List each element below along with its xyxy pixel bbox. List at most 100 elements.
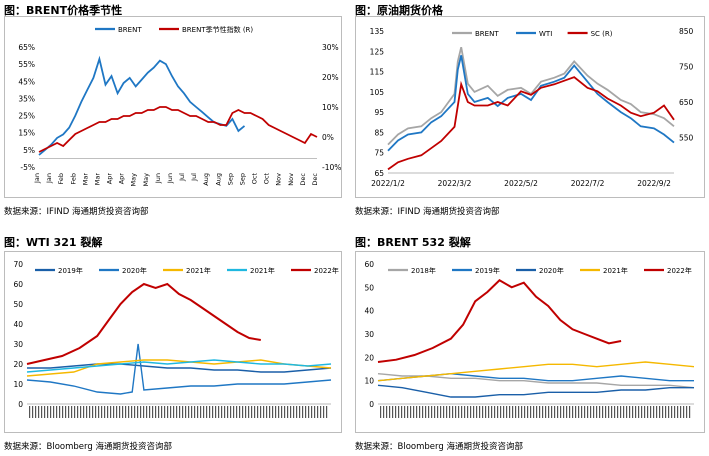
y-left-tick: 55% (18, 60, 35, 69)
x-tick: Sep (238, 173, 246, 185)
y-left-tick: 5% (23, 146, 35, 155)
y-left-tick: 45% (18, 77, 35, 86)
x-tick: Nov (287, 173, 295, 186)
x-tick: Nov (275, 173, 283, 186)
x-tick: 2022/7/2 (571, 179, 605, 188)
panel-1-source: 数据来源：IFIND 海通期货投资咨询部 (4, 207, 149, 217)
y-right-tick: 650 (679, 98, 694, 107)
series-line (26, 359, 332, 373)
x-tick: Sep (226, 173, 234, 185)
x-tick: Oct (251, 173, 259, 185)
series-line (377, 372, 694, 382)
y-tick: 10 (364, 377, 374, 386)
series-line (26, 282, 261, 365)
brent-532-crack-chart: 60 50 40 30 20 10 0 2018年 2019年 2020年 2021年 2022年 (364, 260, 695, 418)
legend-label: 2022年 (314, 266, 339, 275)
y-left-tick: 15% (18, 129, 35, 138)
y-right-tick: 0% (322, 133, 334, 142)
y-right-tick: -10% (322, 163, 341, 172)
x-tick: May (142, 173, 150, 187)
y-right-tick: 20% (322, 73, 339, 82)
panel-1-title: 图：BRENT价格季节性 (4, 4, 123, 17)
x-tick: Apr (106, 173, 114, 185)
y-tick: 30 (13, 340, 23, 349)
y-tick: 0 (369, 400, 374, 409)
y-tick: 40 (13, 320, 23, 329)
legend-label: BRENT (118, 26, 142, 34)
series-line (377, 361, 695, 382)
x-tick: Feb (57, 173, 65, 185)
y-tick: 60 (364, 260, 374, 269)
x-tick: Oct (263, 173, 271, 185)
y-tick: 10 (13, 380, 23, 389)
legend-label: 2021年 (603, 266, 628, 275)
y-right-tick: 850 (679, 27, 694, 36)
legend-label: WTI (539, 30, 552, 38)
legend-label: BRENT季节性指数 (R) (182, 25, 253, 34)
y-left-tick: 115 (370, 68, 385, 77)
y-tick: 20 (364, 353, 374, 362)
y-left-tick: 125 (370, 47, 385, 56)
y-left-tick: 65% (18, 43, 35, 52)
legend-label: SC (R) (591, 30, 613, 38)
series-line (387, 46, 675, 146)
y-left-tick: 135 (370, 27, 385, 36)
series-line (26, 343, 332, 395)
x-tick: 2022/1/2 (371, 179, 405, 188)
x-tick: 2022/3/2 (438, 179, 472, 188)
series-line (27, 363, 332, 373)
y-left-tick: 35% (18, 94, 35, 103)
panel-3-source: 数据来源：Bloomberg 海通期货投资咨询部 (4, 442, 172, 452)
x-tick-band (29, 406, 329, 418)
series-line (38, 106, 318, 153)
brent-seasonality-chart: 65% 55% 45% 35% 25% 15% 5% -5% 30% 20% 10% 0% -10% Ja… (18, 25, 341, 187)
series-line (38, 55, 246, 156)
panel-4-title: 图：BRENT 532 裂解 (355, 236, 471, 249)
x-tick: Aug (214, 173, 222, 186)
y-left-tick: 25% (18, 112, 35, 121)
y-left-tick: 75 (374, 149, 384, 158)
y-tick: 60 (13, 280, 23, 289)
legend-label: 2021年 (250, 266, 275, 275)
legend-label: 2019年 (58, 266, 83, 275)
x-tick: Jul (190, 173, 198, 182)
x-tick: Dec (299, 173, 307, 186)
legend-label: 2022年 (667, 266, 692, 275)
x-tick: Mar (93, 173, 101, 186)
panel-4-frame: 60 50 40 30 20 10 0 2018年 2019年 2020年 2021年 2022年 (355, 251, 705, 433)
x-tick: 2022/9/2 (637, 179, 671, 188)
panel-2-title: 图：原油期货价格 (355, 4, 443, 17)
y-tick: 30 (364, 330, 374, 339)
series-line (377, 373, 695, 389)
y-tick: 50 (364, 283, 374, 292)
x-tick-band (380, 406, 692, 418)
panel-4-source: 数据来源：Bloomberg 海通期货投资咨询部 (355, 442, 523, 452)
y-right-tick: 750 (679, 63, 694, 72)
y-tick: 50 (13, 300, 23, 309)
y-tick: 20 (13, 360, 23, 369)
series-line (377, 279, 622, 363)
x-tick: 2022/5/2 (504, 179, 538, 188)
x-tick: May (130, 173, 138, 187)
series-line (387, 55, 675, 152)
legend-label: 2020年 (539, 266, 564, 275)
panel-3-title: 图：WTI 321 裂解 (4, 236, 103, 249)
series-line (377, 384, 694, 398)
legend-label: 2019年 (475, 266, 500, 275)
x-tick: Jan (33, 173, 41, 184)
y-left-tick: 85 (374, 128, 384, 137)
x-tick: Jun (166, 173, 174, 184)
x-tick: Aug (202, 173, 210, 186)
y-left-tick: -5% (20, 163, 35, 172)
panel-1-frame: 65% 55% 45% 35% 25% 15% 5% -5% 30% 20% 10% 0% -10% Ja… (4, 16, 342, 198)
y-left-tick: 105 (370, 88, 385, 97)
legend-label: 2020年 (122, 266, 147, 275)
crude-futures-chart: 135 125 115 105 95 85 75 65 850 750 650 550 2022/1/2… (370, 27, 694, 188)
panel-3-frame: 70 60 50 40 30 20 10 0 2019年 2020年 2021年 2021年 2022年 (4, 251, 342, 433)
legend-label: BRENT (475, 30, 499, 38)
x-tick: Apr (118, 173, 126, 185)
legend-label: 2018年 (411, 266, 436, 275)
y-tick: 70 (13, 260, 23, 269)
panel-2-source: 数据来源：IFIND 海通期货投资咨询部 (355, 207, 500, 217)
x-tick: Jan (45, 173, 53, 184)
